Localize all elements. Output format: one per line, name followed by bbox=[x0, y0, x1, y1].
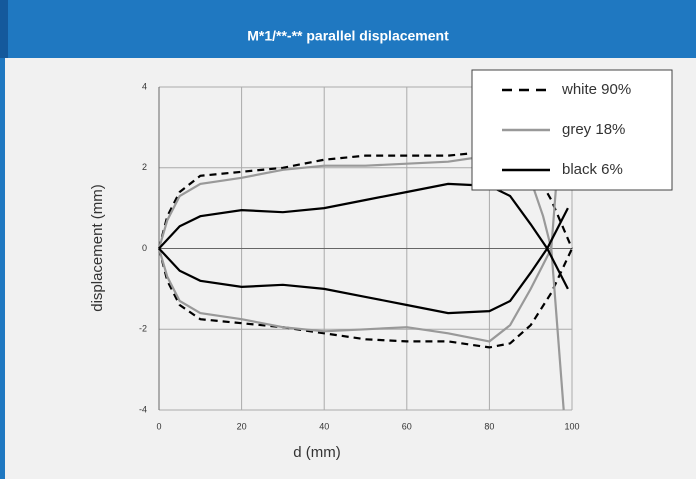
x-tick-label: 80 bbox=[484, 421, 494, 431]
y-tick-label: 0 bbox=[142, 243, 147, 253]
x-tick-label: 20 bbox=[237, 421, 247, 431]
header-bar bbox=[0, 0, 696, 58]
x-tick-label: 40 bbox=[319, 421, 329, 431]
line bbox=[157, 248, 573, 349]
y-tick-label: -2 bbox=[139, 324, 147, 334]
line bbox=[157, 154, 565, 411]
legend-label: white 90% bbox=[561, 81, 631, 98]
x-tick-label: 0 bbox=[156, 421, 161, 431]
y-tick-label: 2 bbox=[142, 162, 147, 172]
left-border bbox=[0, 58, 5, 479]
legend-label: grey 18% bbox=[562, 121, 625, 138]
line bbox=[158, 207, 569, 315]
line bbox=[158, 182, 569, 290]
y-axis-title: displacement (mm) bbox=[89, 184, 106, 312]
line bbox=[157, 86, 565, 343]
x-tick-label: 60 bbox=[402, 421, 412, 431]
y-tick-label: -4 bbox=[139, 404, 147, 414]
header-title: M*1/**-** parallel displacement bbox=[247, 28, 449, 44]
x-axis-title: d (mm) bbox=[293, 444, 341, 461]
legend-label: black 6% bbox=[562, 161, 623, 178]
header-accent bbox=[0, 0, 8, 58]
x-tick-label: 100 bbox=[564, 421, 579, 431]
y-tick-label: 4 bbox=[142, 81, 147, 91]
